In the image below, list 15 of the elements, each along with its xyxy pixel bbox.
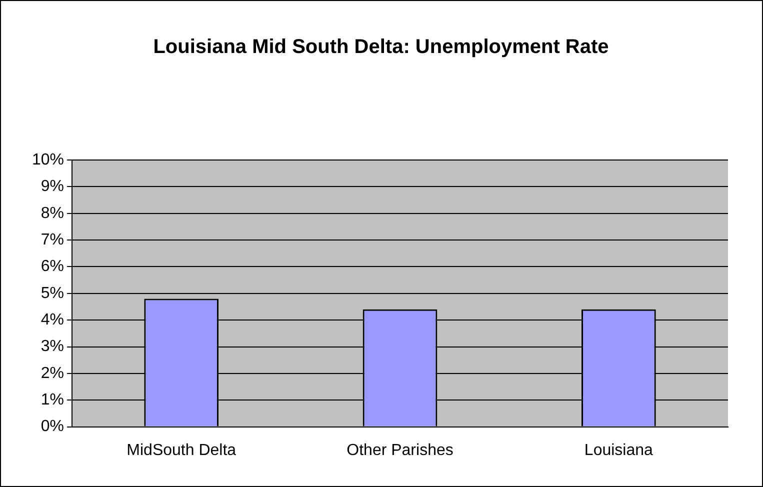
x-tick-label: MidSouth Delta: [126, 442, 236, 459]
chart-title: Louisiana Mid South Delta: Unemployment Rate: [152, 35, 610, 60]
y-tick-label: 0%: [40, 418, 64, 436]
y-tick-label: 7%: [40, 231, 64, 248]
y-tick-label: 9%: [40, 178, 64, 196]
y-tick-label: 8%: [40, 204, 64, 222]
y-tick-label: 1%: [40, 392, 64, 409]
y-tick-label: 2%: [40, 364, 64, 382]
x-tick-label: Louisiana: [584, 442, 654, 459]
x-tick-label: Other Parishes: [346, 442, 454, 459]
y-tick-label: 5%: [40, 284, 64, 302]
y-tick-label: 3%: [40, 338, 64, 356]
y-tick-label: 4%: [40, 311, 64, 328]
y-tick-label: 10%: [32, 151, 64, 168]
y-tick-label: 6%: [40, 258, 64, 276]
